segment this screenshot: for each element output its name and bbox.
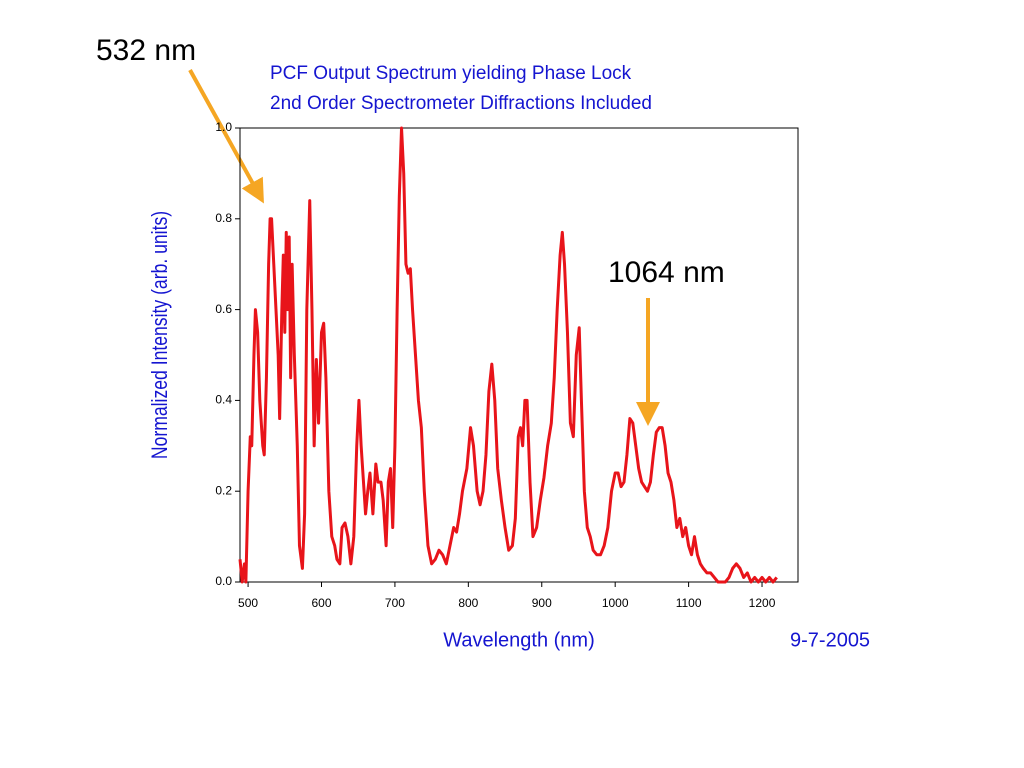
y-tick-label: 0.2 <box>215 483 232 497</box>
x-tick-label: 800 <box>458 596 478 610</box>
x-tick-label: 900 <box>532 596 552 610</box>
y-tick-label: 1.0 <box>215 120 232 134</box>
y-tick-label: 0.0 <box>215 574 232 588</box>
chart-title: PCF Output Spectrum yielding Phase Lock <box>270 63 632 84</box>
x-tick-label: 700 <box>385 596 405 610</box>
x-tick-label: 1100 <box>676 596 702 610</box>
y-tick-label: 0.4 <box>215 393 232 407</box>
x-tick-label: 500 <box>238 596 258 610</box>
y-axis-label: Normalized Intensity (arb. units) <box>148 211 172 459</box>
date: 9-7-2005 <box>790 629 870 651</box>
annotation-532: 532 nm <box>96 34 196 67</box>
y-tick-label: 0.8 <box>215 211 232 225</box>
arrow-532 <box>188 69 264 204</box>
chart-subtitle: 2nd Order Spectrometer Diffractions Incl… <box>270 93 652 114</box>
plot-frame <box>239 127 799 583</box>
spectrum-line <box>238 126 778 584</box>
x-tick-label: 1000 <box>602 596 629 610</box>
x-axis-label: Wavelength (nm) <box>443 629 595 651</box>
annotation-1064: 1064 nm <box>608 256 725 289</box>
y-tick-label: 0.6 <box>215 302 232 316</box>
x-tick-label: 600 <box>311 596 331 610</box>
x-tick-label: 1200 <box>749 596 776 610</box>
